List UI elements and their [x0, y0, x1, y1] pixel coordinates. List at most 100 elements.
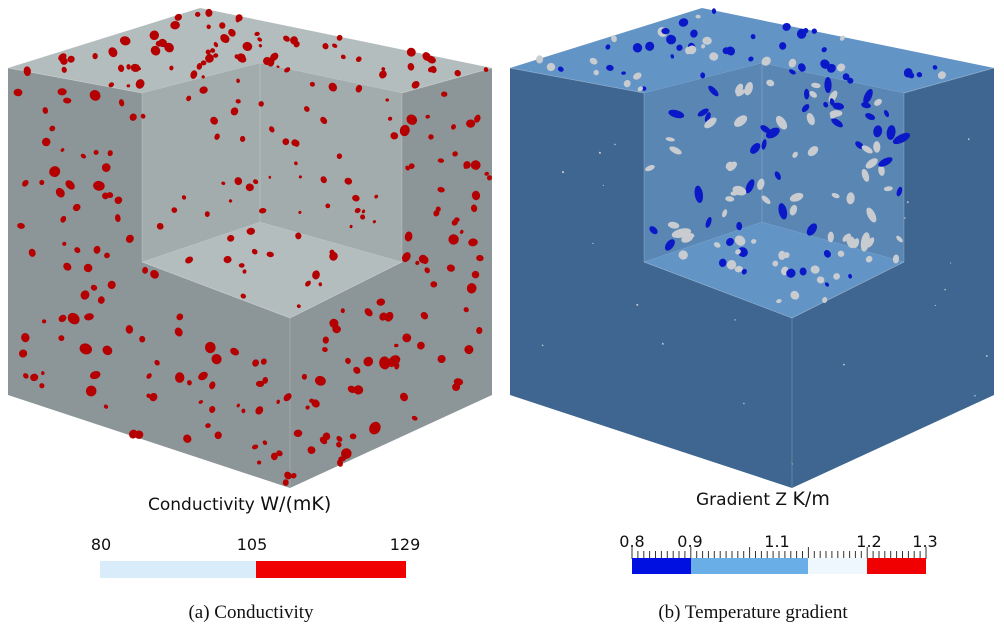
colorbar-title-text: Conductivity	[148, 495, 255, 515]
inclusion-particle	[210, 48, 216, 53]
colorbar-tick-label: 129	[389, 535, 421, 554]
inclusion-particle	[420, 311, 429, 320]
inclusion-particle	[219, 22, 226, 29]
inclusion-particle	[866, 207, 877, 223]
inclusion-particle	[49, 166, 61, 178]
inclusion-particle	[713, 242, 721, 248]
inclusion-particle	[268, 175, 272, 179]
inclusion-particle	[49, 125, 56, 132]
inclusion-particle	[798, 63, 806, 72]
inclusion-particle	[186, 95, 192, 102]
inclusion-particle	[211, 353, 222, 365]
inclusion-particle	[58, 335, 65, 342]
inclusion-particle	[459, 229, 464, 234]
inclusion-particle	[483, 67, 489, 73]
inclusion-particle	[406, 47, 416, 57]
inclusion-particle	[463, 307, 469, 313]
inclusion-particle	[734, 115, 748, 127]
inclusion-particle	[63, 262, 72, 271]
inclusion-particle	[709, 52, 719, 61]
inclusion-particle	[237, 54, 247, 63]
inclusion-particle	[235, 99, 241, 104]
inclusion-particle	[150, 269, 159, 279]
inclusion-particle	[92, 53, 98, 60]
inclusion-particle	[831, 192, 840, 199]
inclusion-particle	[107, 150, 113, 157]
inclusion-particle	[757, 178, 765, 190]
inclusion-particle	[322, 43, 329, 50]
inclusion-particle	[322, 432, 331, 441]
inclusion-particle	[93, 149, 99, 155]
inclusion-particle	[811, 28, 817, 34]
inclusion-particle	[829, 110, 843, 117]
inclusion-particle	[837, 250, 845, 257]
cube-left-face	[510, 68, 792, 488]
inclusion-particle	[745, 179, 755, 194]
inclusion-particle	[254, 31, 260, 37]
inclusion-particle	[312, 270, 320, 280]
inclusion-particle	[102, 345, 113, 356]
temperature-gradient-cube-render	[509, 8, 995, 488]
inclusion-particle	[387, 357, 397, 368]
inclusion-particle	[437, 354, 446, 364]
inclusion-particle	[390, 132, 399, 140]
inclusion-particle	[101, 163, 111, 172]
inclusion-particle	[349, 433, 357, 440]
inclusion-particle	[41, 137, 51, 147]
inclusion-particle	[737, 247, 748, 258]
inclusion-particle	[67, 55, 75, 63]
inclusion-particle	[242, 269, 247, 274]
inclusion-particle	[340, 54, 346, 60]
inclusion-particle	[736, 221, 743, 231]
inclusion-particle	[676, 44, 683, 51]
inclusion-particle	[381, 67, 386, 71]
inclusion-particle	[305, 280, 311, 287]
inclusion-particle	[842, 73, 850, 81]
inclusion-particle	[257, 37, 263, 42]
inclusion-particle	[937, 71, 946, 80]
inclusion-particle	[199, 86, 208, 94]
inclusion-particle	[853, 238, 860, 248]
inclusion-particle	[464, 345, 474, 355]
inclusion-particle	[293, 140, 300, 147]
inclusion-particle	[336, 441, 342, 448]
inclusion-particle	[170, 20, 180, 30]
inclusion-particle	[336, 436, 343, 442]
inclusion-particle	[262, 440, 268, 446]
inclusion-particle	[865, 158, 878, 169]
inclusion-particle	[210, 116, 219, 125]
inclusion-particle	[598, 151, 601, 154]
inclusion-particle	[258, 101, 264, 107]
inclusion-particle	[741, 268, 747, 275]
inclusion-particle	[154, 359, 160, 366]
cube-edge	[509, 67, 645, 94]
inclusion-particle	[84, 313, 94, 321]
inclusion-particle	[816, 276, 825, 284]
inclusion-particle	[185, 256, 194, 264]
inclusion-particle	[340, 308, 345, 314]
inclusion-particle	[284, 67, 291, 73]
inclusion-particle	[164, 42, 174, 53]
conductivity-panel: Conductivity W/(mK) 80 105 129 (a) Condu…	[7, 8, 493, 623]
inclusion-particle	[169, 65, 174, 71]
inclusion-particle	[831, 118, 843, 128]
inclusion-particle	[404, 231, 413, 242]
inclusion-particle	[125, 234, 134, 243]
inclusion-particle	[832, 102, 845, 110]
inclusion-particle	[209, 406, 216, 413]
inclusion-particle	[353, 366, 361, 374]
inclusion-particle	[385, 98, 389, 102]
inclusion-particle	[985, 355, 988, 357]
inclusion-particle	[125, 325, 134, 334]
inclusion-particle	[806, 113, 815, 126]
inclusion-particle	[325, 203, 331, 209]
inclusion-particle	[253, 179, 259, 185]
inclusion-particle	[669, 146, 682, 155]
inclusion-particle	[258, 44, 263, 48]
inclusion-particle	[437, 158, 445, 163]
inclusion-particle	[711, 8, 717, 14]
inclusion-particle	[387, 116, 393, 121]
inclusion-particle	[664, 239, 675, 251]
inclusion-particle	[678, 250, 688, 260]
inclusion-particle	[661, 342, 664, 345]
